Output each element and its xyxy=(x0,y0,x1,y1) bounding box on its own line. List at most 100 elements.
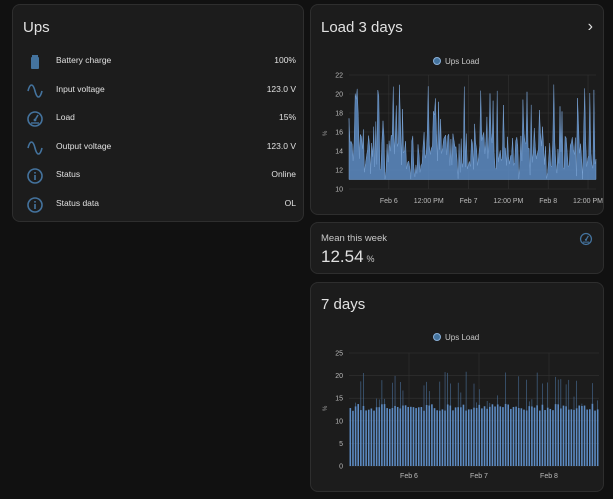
y-tick-label: 14 xyxy=(335,149,343,156)
entity-row-status[interactable]: Status Online xyxy=(13,162,305,190)
entity-value: 15% xyxy=(278,112,296,122)
y-tick-label: 15 xyxy=(335,396,343,403)
chart-x-ticks: Feb 6 12:00 PM Feb 7 12:00 PM Feb 8 12:00 PM xyxy=(380,198,603,205)
y-tick-label: 20 xyxy=(335,92,343,99)
bar xyxy=(362,405,365,466)
seven-days-chart: 0 5 10 15 20 25 Feb 6 Feb 7 Feb 8 % xyxy=(323,351,599,480)
bar xyxy=(389,408,391,466)
bar xyxy=(523,409,525,466)
bar xyxy=(536,405,538,466)
entity-name: Input voltage xyxy=(56,84,105,94)
bar xyxy=(462,404,465,466)
chart-legend[interactable]: Ups Load xyxy=(433,333,479,342)
info-icon xyxy=(27,197,43,213)
bar xyxy=(431,404,433,466)
bar xyxy=(370,408,373,466)
bar xyxy=(360,410,362,466)
bar xyxy=(454,407,457,466)
bar xyxy=(560,408,562,466)
bar xyxy=(449,405,452,466)
bar xyxy=(581,406,583,466)
bar xyxy=(375,407,378,466)
entity-name: Output voltage xyxy=(56,141,112,151)
entity-name: Load xyxy=(56,112,75,122)
y-tick-label: 10 xyxy=(335,418,343,425)
sine-wave-icon xyxy=(27,141,43,155)
bar xyxy=(510,408,512,466)
bar xyxy=(533,407,536,466)
entity-row-output-voltage[interactable]: Output voltage 123.0 V xyxy=(13,134,305,162)
load-card-title: Load 3 days xyxy=(321,19,403,36)
bar xyxy=(591,403,594,466)
bar xyxy=(383,404,386,466)
bar xyxy=(594,410,596,466)
bar xyxy=(583,405,586,466)
bar xyxy=(394,405,396,466)
chart-legend[interactable]: Ups Load xyxy=(433,57,479,66)
bar xyxy=(475,407,478,466)
y-tick-label: 22 xyxy=(335,73,343,80)
y-tick-label: 25 xyxy=(335,351,343,358)
bar xyxy=(412,407,415,466)
bar xyxy=(496,404,499,466)
entity-row-battery-charge[interactable]: Battery charge 100% xyxy=(13,48,305,76)
battery-icon xyxy=(31,55,39,69)
bar xyxy=(425,405,428,466)
seven-days-card: 7 days 0 5 10 15 20 25 Feb 6 Feb 7 Feb 8 % Ups … xyxy=(310,282,604,492)
bar xyxy=(460,407,462,466)
bar xyxy=(396,406,399,466)
chart-bars xyxy=(349,371,599,466)
bar xyxy=(507,404,509,466)
y-tick-label: 20 xyxy=(335,373,343,380)
bar xyxy=(354,406,357,466)
mean-unit: % xyxy=(366,254,375,264)
bar xyxy=(399,408,402,466)
bar xyxy=(575,408,578,466)
bar xyxy=(541,404,544,466)
bar xyxy=(386,408,388,466)
x-tick-label: Feb 8 xyxy=(540,473,558,480)
chevron-right-icon[interactable]: › xyxy=(587,18,593,35)
bar xyxy=(504,403,507,466)
load-3-days-chart: 10 12 14 16 18 20 22 Feb 6 12:00 PM Feb 7 12:00 P… xyxy=(323,73,603,206)
bar xyxy=(578,405,581,466)
bar xyxy=(439,410,441,466)
bar xyxy=(549,408,552,466)
bar xyxy=(473,407,475,466)
x-tick-label: Feb 6 xyxy=(400,473,418,480)
bar xyxy=(489,406,491,466)
chart-y-label: % xyxy=(323,405,329,411)
entity-row-input-voltage[interactable]: Input voltage 123.0 V xyxy=(13,77,305,105)
bar xyxy=(465,410,467,466)
entity-value: OL xyxy=(284,198,296,208)
bar xyxy=(420,407,423,466)
ups-entities-card: Ups Battery charge 100% Input voltage 12… xyxy=(12,4,304,222)
bar xyxy=(570,409,573,466)
bar xyxy=(546,407,549,466)
load-3-days-card[interactable]: Load 3 days › 10 12 14 16 18 20 22 Feb 6 12:00 … xyxy=(310,4,604,215)
series-area-ups-load xyxy=(348,84,597,180)
entity-value: 100% xyxy=(274,55,296,65)
x-tick-label: 12:00 PM xyxy=(414,198,444,205)
bar xyxy=(481,408,483,466)
x-tick-label: Feb 6 xyxy=(380,198,398,205)
mean-label: Mean this week xyxy=(321,233,388,244)
bar xyxy=(352,410,354,466)
bar xyxy=(499,406,502,466)
y-tick-label: 16 xyxy=(335,130,343,137)
legend-label: Ups Load xyxy=(445,333,480,342)
bar xyxy=(410,406,412,466)
entity-row-load[interactable]: Load 15% xyxy=(13,105,305,133)
bar xyxy=(446,404,449,466)
bar xyxy=(349,408,352,466)
x-tick-label: 12:00 PM xyxy=(573,198,603,205)
chart-x-ticks: Feb 6 Feb 7 Feb 8 xyxy=(400,473,558,480)
bar xyxy=(436,410,438,466)
bar xyxy=(433,408,436,466)
bar xyxy=(515,406,517,466)
mean-value: 12.54 xyxy=(321,247,364,266)
mean-this-week-card[interactable]: Mean this week 12.54% xyxy=(310,222,604,274)
entity-row-status-data[interactable]: Status data OL xyxy=(13,191,305,219)
legend-swatch xyxy=(433,57,441,65)
entity-name: Battery charge xyxy=(56,55,112,65)
